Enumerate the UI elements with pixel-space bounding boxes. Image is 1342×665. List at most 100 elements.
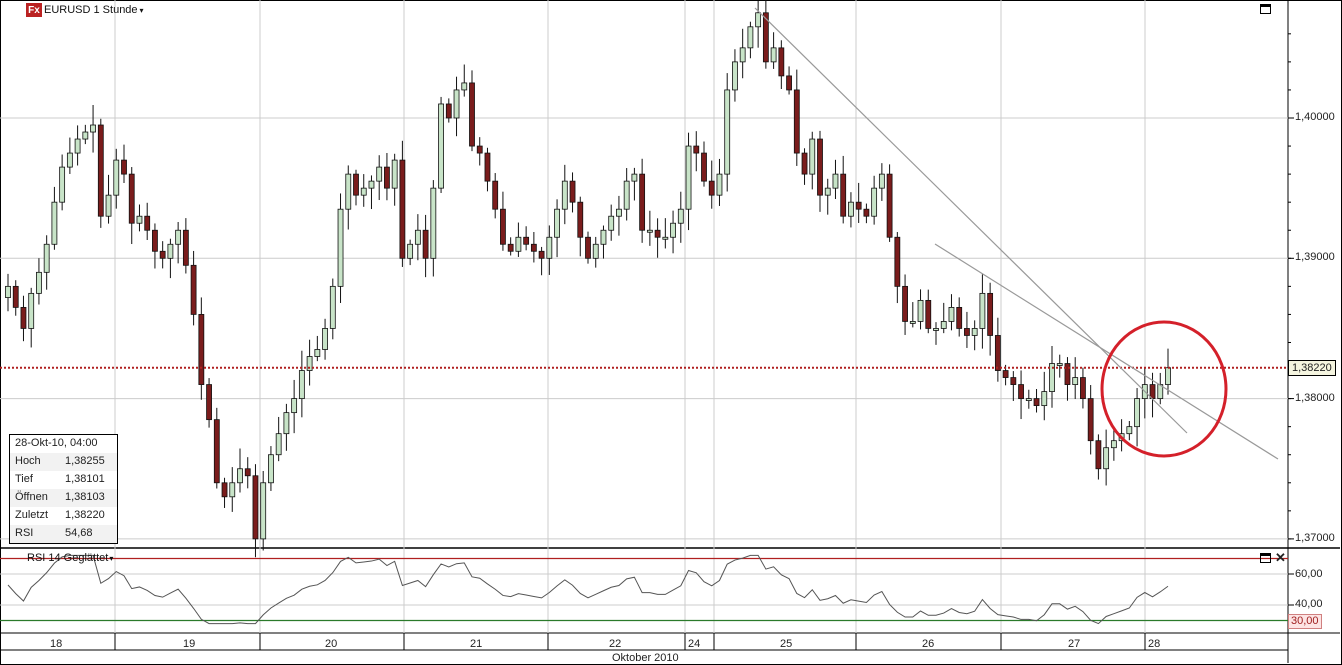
candle-bull	[979, 292, 986, 329]
candle-bear	[12, 285, 19, 308]
candle-bull	[592, 243, 599, 259]
info-row-last: Zuletzt 1,38220	[10, 507, 117, 525]
rsi-tick-label: 40,00	[1295, 598, 1323, 610]
candle-bear	[20, 307, 27, 329]
candle-bull	[82, 131, 89, 140]
candle-bear	[384, 166, 390, 189]
candle-bull	[685, 145, 692, 210]
candle-bull	[1126, 426, 1133, 435]
rsi-indicator-title[interactable]: RSI 14 Geglättet ▾	[27, 552, 113, 564]
candle-bull	[414, 229, 421, 245]
x-tick-label: 22	[609, 638, 622, 650]
candle-bear	[994, 335, 1001, 371]
candle-bull	[74, 138, 81, 154]
candle-bull	[260, 482, 267, 540]
candle-bull	[1072, 377, 1079, 385]
candle-bull	[554, 208, 560, 238]
info-row-low: Tief 1,38101	[10, 471, 117, 489]
candle-bear	[863, 208, 870, 217]
info-value: 54,68	[65, 527, 93, 539]
current-price-tag: 1,38220	[1288, 360, 1336, 376]
candle-bull	[175, 229, 182, 245]
candle-bull	[824, 187, 831, 196]
candle-bear	[1010, 377, 1017, 385]
ohlc-info-panel: 28-Okt-10, 04:00 Hoch 1,38255 Tief 1,38101…	[9, 434, 118, 544]
candle-bull	[51, 201, 58, 245]
rsi-tick-label: 60,00	[1295, 568, 1323, 580]
candle-bear	[1080, 377, 1086, 399]
candle-bear	[1064, 363, 1071, 385]
candle-bear	[152, 229, 158, 252]
x-tick-label: 25	[780, 638, 793, 650]
candle-bull	[608, 215, 615, 231]
candle-bull	[105, 194, 112, 217]
candle-bear	[121, 159, 127, 175]
candle-bull	[345, 173, 352, 210]
candle-bull	[878, 173, 885, 189]
candle-bear	[159, 250, 166, 259]
candle-bear	[801, 152, 808, 175]
candle-bull	[1103, 447, 1110, 470]
candle-bear	[778, 47, 785, 77]
candle-bear	[654, 229, 661, 238]
info-row-open: Öffnen 1,38103	[10, 489, 117, 507]
info-label: Öffnen	[15, 491, 48, 503]
candle-bull	[59, 166, 66, 203]
candle-bull	[809, 138, 816, 175]
chart-title[interactable]: Fx EURUSD 1 Stunde ▾	[26, 3, 144, 17]
rsi-line	[7, 554, 1169, 625]
candle-bull	[5, 285, 11, 298]
candle-bull	[1041, 391, 1048, 407]
trendline-2	[934, 243, 1279, 460]
candle-bull	[376, 166, 383, 182]
candle-bear	[97, 124, 104, 217]
candle-bull	[28, 292, 35, 329]
chevron-down-icon[interactable]: ▾	[139, 5, 144, 15]
candle-bear	[144, 215, 151, 231]
maximize-icon[interactable]	[1260, 553, 1271, 563]
candle-bear	[1087, 398, 1094, 442]
candle-bull	[306, 356, 313, 371]
candle-bear	[585, 236, 591, 259]
candle-bear	[1095, 440, 1102, 470]
info-label: RSI	[15, 527, 34, 539]
candle-bull	[90, 124, 96, 133]
chevron-down-icon[interactable]: ▾	[109, 553, 114, 563]
info-row-high: Hoch 1,38255	[10, 453, 117, 471]
candle-bear	[762, 12, 769, 63]
candle-bull	[561, 180, 568, 210]
rsi-title-label: RSI 14 Geglättet	[27, 552, 109, 564]
candle-bull	[677, 208, 684, 224]
x-tick-label: 28	[1148, 638, 1161, 650]
candle-bull	[933, 328, 939, 331]
candle-bull	[971, 328, 978, 336]
candle-bear	[244, 468, 251, 477]
trendline-1	[754, 7, 1188, 434]
candle-bull	[167, 243, 174, 259]
candle-bull	[670, 222, 676, 238]
candle-bear	[817, 138, 823, 196]
candle-bear	[701, 152, 707, 182]
candle-bear	[987, 292, 994, 336]
symbol-timeframe-label: EURUSD 1 Stunde	[44, 4, 138, 16]
info-label: Hoch	[15, 455, 41, 467]
y-tick-label: 1,39000	[1295, 251, 1335, 263]
candle-bear	[577, 201, 584, 238]
candle-bear	[469, 82, 475, 147]
candle-bull	[1165, 367, 1171, 385]
candle-bull	[1025, 398, 1032, 402]
candle-bear	[793, 89, 800, 154]
candle-bear	[190, 264, 197, 315]
candle-bull	[631, 173, 638, 182]
fx-logo-icon: Fx	[26, 3, 42, 17]
candle-bear	[182, 229, 189, 266]
info-datetime: 28-Okt-10, 04:00	[15, 437, 98, 449]
maximize-icon[interactable]	[1260, 4, 1271, 14]
candle-bull	[1056, 363, 1063, 366]
candle-bear	[639, 173, 646, 231]
close-icon[interactable]: ✕	[1275, 550, 1286, 565]
candle-bull	[438, 103, 444, 189]
candle-bull	[747, 26, 754, 49]
info-value: 1,38220	[65, 509, 105, 521]
